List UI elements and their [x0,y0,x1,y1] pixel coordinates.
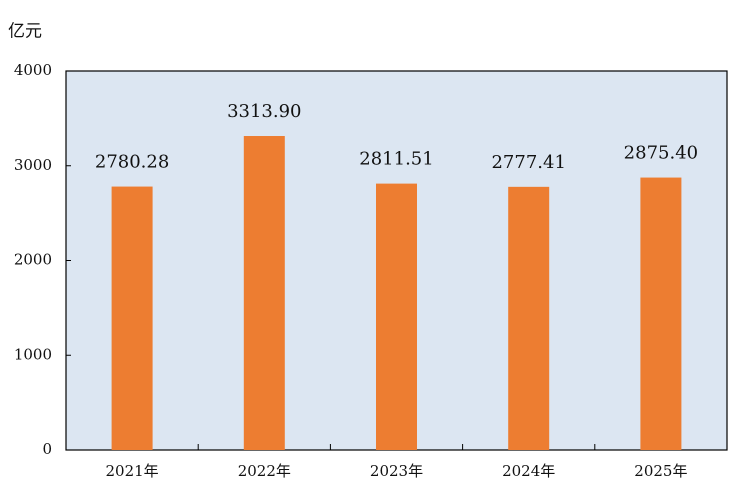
x-tick-label: 2021年 [106,462,159,480]
x-tick-label: 2025年 [634,462,687,480]
x-tick-label: 2022年 [238,462,291,480]
y-tick-label: 4000 [14,61,52,79]
bar [111,186,153,450]
value-label: 2875.40 [624,143,698,164]
x-tick-label: 2024年 [502,462,555,480]
bar [243,136,285,450]
bar [376,183,417,450]
value-label: 2780.28 [95,152,169,173]
value-label: 3313.90 [227,101,301,122]
value-label: 2777.41 [491,152,565,173]
y-tick-label: 2000 [14,251,52,269]
bar [508,186,550,451]
y-tick-label: 3000 [14,156,52,174]
y-tick-label: 1000 [14,345,52,363]
bar [640,177,682,450]
x-tick-label: 2023年 [370,462,423,480]
y-tick-label: 0 [42,440,52,458]
value-label: 2811.51 [359,149,433,170]
y-axis-unit: 亿元 [8,22,42,42]
